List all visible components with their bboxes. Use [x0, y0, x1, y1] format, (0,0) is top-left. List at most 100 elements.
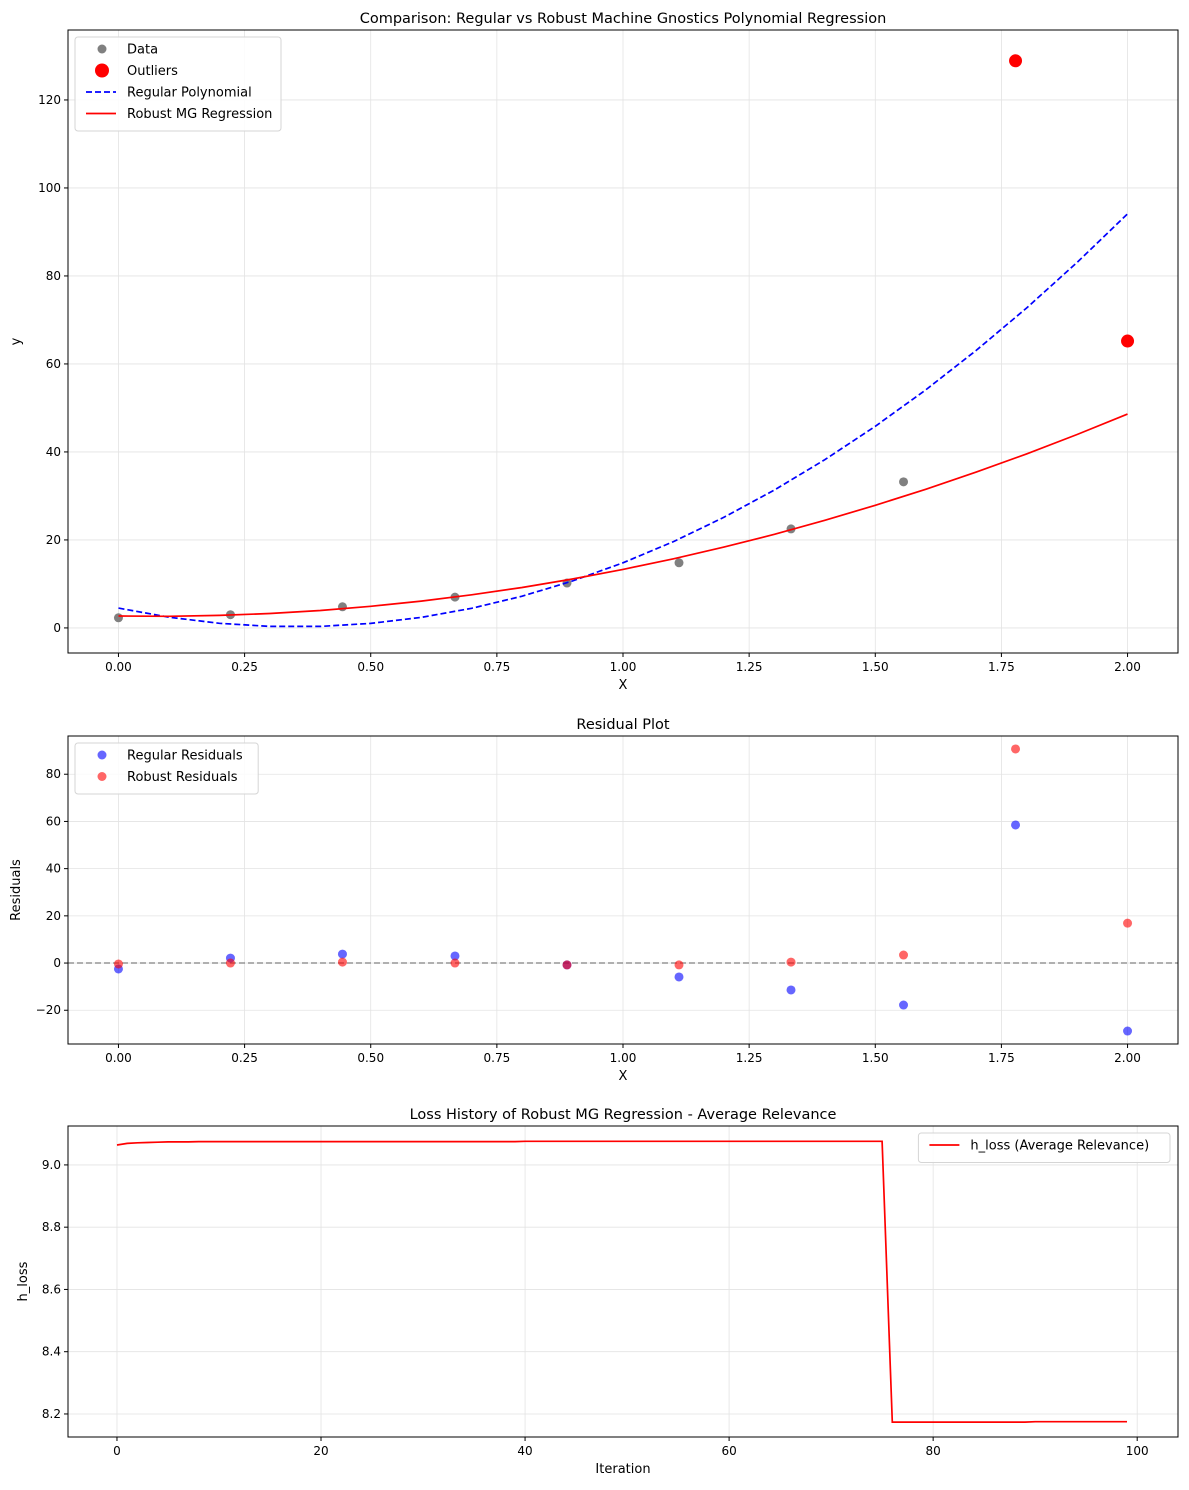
series-outliers-point: [1121, 334, 1135, 348]
y-tick-label: 8.4: [42, 1345, 61, 1359]
series-robust-residuals-point: [1011, 744, 1021, 754]
x-tick-label: 2.00: [1114, 660, 1141, 674]
x-tick-label: 0.25: [231, 1051, 258, 1065]
series-robust-mg-regression-line: [118, 413, 1128, 618]
axes-frame: [67, 1125, 1179, 1438]
y-axis-label: y: [9, 337, 24, 345]
y-tick-label: 60: [46, 814, 61, 828]
series-robust-residuals-point: [1123, 918, 1133, 928]
series-h-loss-average-relevance--line: [116, 1140, 1127, 1423]
legend-robust-residuals-label: Robust Residuals: [127, 770, 238, 785]
x-tick-label: 20: [313, 1444, 328, 1458]
y-tick-label: 20: [46, 533, 61, 547]
legend-robust-residuals-marker: [97, 772, 107, 781]
legend-outliers-label: Outliers: [127, 64, 178, 79]
series-robust-residuals-point: [899, 950, 909, 960]
legend-data-marker: [97, 44, 107, 54]
x-tick-label: 1.75: [988, 1051, 1015, 1065]
subplot-2: 0.00 0.25 0.50 0.75 1.00 1.25 1.50 1.75 2.00 −20 0…: [9, 717, 1179, 1084]
x-tick-label: 1.50: [862, 1051, 889, 1065]
x-tick-label: 1.25: [736, 1051, 763, 1065]
legend: Regular Residuals Robust Residuals: [74, 742, 259, 795]
subplot-title: Comparison: Regular vs Robust Machine Gn…: [360, 11, 887, 27]
legend-data-label: Data: [127, 43, 158, 58]
series-regular-residuals-point: [899, 1000, 909, 1010]
series-robust-residuals-point: [450, 958, 460, 968]
series-regular-residuals-point: [674, 972, 684, 982]
y-tick-label: 40: [46, 862, 61, 876]
x-tick-label: 1.00: [610, 1051, 637, 1065]
series-regular-residuals-point: [1011, 820, 1021, 830]
x-tick-label: 0.75: [484, 1051, 511, 1065]
subplot-title: Residual Plot: [576, 717, 669, 733]
x-tick-label: 60: [721, 1444, 736, 1458]
x-axis-label: X: [619, 1069, 628, 1084]
legend-outliers-marker: [95, 63, 109, 78]
x-tick-label: 100: [1126, 1444, 1149, 1458]
y-tick-label: −20: [36, 1003, 61, 1017]
y-axis-label: h_loss: [16, 1261, 31, 1301]
legend-regular-polynomial-label: Regular Polynomial: [127, 86, 252, 101]
x-tick-label: 1.00: [610, 660, 637, 674]
series-regular-residuals-point: [786, 985, 796, 995]
series-regular-residuals-point: [1123, 1026, 1133, 1036]
legend: h_loss (Average Relevance): [917, 1132, 1171, 1163]
y-tick-label: 0: [53, 621, 61, 635]
series-regular-residuals-point: [450, 951, 460, 961]
x-tick-label: 0.50: [357, 660, 384, 674]
axes-frame: [67, 735, 1179, 1045]
series-robust-residuals-point: [225, 958, 235, 968]
x-tick-label: 0.25: [231, 660, 258, 674]
legend-regular-residuals-marker: [97, 750, 107, 760]
series-regular-residuals-point: [337, 949, 347, 959]
series-robust-residuals-point: [786, 957, 796, 967]
subplot-3: 0 20 40 60 80 100 8.2 8.4 8.6 8.8 9.0 Loss History …: [16, 1107, 1179, 1477]
y-tick-label: 9.0: [42, 1158, 61, 1172]
axes-frame: [67, 29, 1179, 654]
x-tick-label: 2.00: [1114, 1051, 1141, 1065]
y-axis-label: Residuals: [9, 859, 24, 921]
y-tick-label: 20: [46, 909, 61, 923]
y-tick-label: 80: [46, 269, 61, 283]
series-data-point: [337, 602, 347, 612]
subplot-1: 0.00 0.25 0.50 0.75 1.00 1.25 1.50 1.75 2.00 0 20 4…: [9, 11, 1179, 693]
x-tick-label: 1.50: [862, 660, 889, 674]
legend-box: [74, 36, 282, 132]
subplot-title: Loss History of Robust MG Regression - A…: [410, 1107, 837, 1123]
legend-box: [917, 1132, 1171, 1163]
x-tick-label: 0.00: [105, 1051, 132, 1065]
legend-regular-residuals-label: Regular Residuals: [127, 749, 243, 764]
series-data-point: [899, 477, 909, 487]
x-tick-label: 0.50: [357, 1051, 384, 1065]
x-axis-label: X: [619, 678, 628, 693]
series-data-point: [674, 558, 684, 568]
y-tick-label: 8.8: [42, 1220, 61, 1234]
x-tick-label: 1.25: [736, 660, 763, 674]
y-tick-label: 0: [53, 956, 61, 970]
y-tick-label: 8.2: [42, 1407, 61, 1421]
series-robust-residuals-point: [562, 960, 572, 970]
y-tick-label: 80: [46, 767, 61, 781]
x-tick-label: 0.75: [484, 660, 511, 674]
legend-robust-mg-regression-label: Robust MG Regression: [127, 107, 272, 122]
y-tick-label: 60: [46, 357, 61, 371]
x-tick-label: 0.00: [105, 660, 132, 674]
y-tick-label: 120: [38, 93, 61, 107]
series-robust-residuals-point: [337, 957, 347, 967]
x-tick-label: 80: [926, 1444, 941, 1458]
series-robust-residuals-point: [674, 960, 684, 970]
y-tick-label: 100: [38, 181, 61, 195]
series-regular-polynomial-line: [118, 213, 1129, 628]
series-outliers-point: [1009, 54, 1023, 68]
y-tick-label: 40: [46, 445, 61, 459]
y-tick-label: 8.6: [42, 1282, 61, 1296]
legend-box: [74, 742, 259, 795]
series-data-point: [113, 613, 123, 623]
x-axis-label: Iteration: [595, 1462, 650, 1477]
x-tick-label: 40: [517, 1444, 532, 1458]
legend: Data Outliers Regular Polynomial Robust MG …: [74, 36, 282, 132]
legend-h-loss-average-relevance--label: h_loss (Average Relevance): [970, 1139, 1149, 1154]
series-robust-residuals-point: [113, 959, 123, 969]
x-tick-label: 1.75: [988, 660, 1015, 674]
